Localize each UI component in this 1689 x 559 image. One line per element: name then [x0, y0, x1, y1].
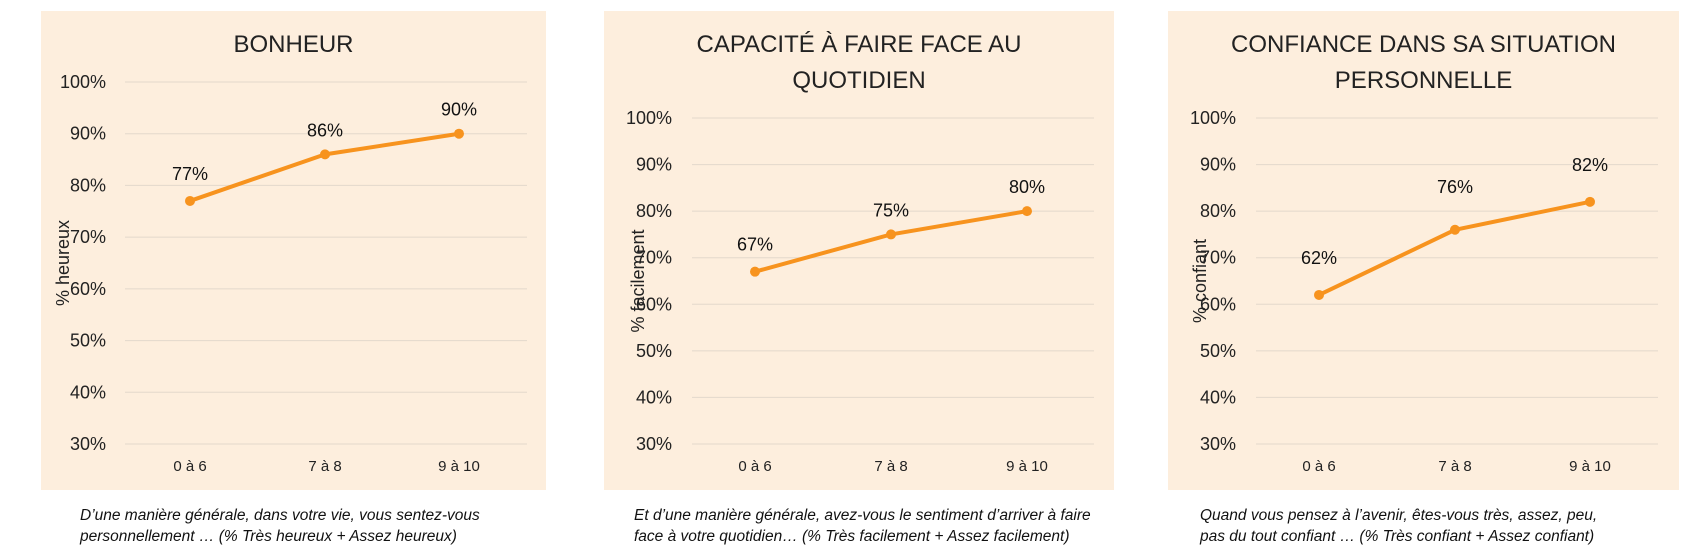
y-tick-label: 90% — [1200, 155, 1236, 175]
data-point — [750, 266, 760, 277]
chart-title-line: CAPACITÉ À FAIRE FACE AU — [696, 31, 1022, 58]
x-tick-label: 0 à 6 — [738, 458, 771, 475]
y-axis-label: % facilement — [628, 229, 648, 332]
x-tick-label: 7 à 8 — [874, 458, 907, 475]
data-label: 76% — [1437, 177, 1473, 197]
y-tick-label: 90% — [70, 124, 106, 144]
x-tick-label: 7 à 8 — [1438, 458, 1471, 475]
y-tick-label: 30% — [1200, 434, 1236, 454]
x-tick-label: 7 à 8 — [308, 458, 341, 475]
x-tick-label: 9 à 10 — [1569, 458, 1611, 475]
y-tick-label: 100% — [626, 108, 672, 128]
y-tick-label: 50% — [70, 331, 106, 351]
chart-title-line: CONFIANCE DANS SA SITUATION — [1231, 31, 1616, 58]
y-tick-label: 70% — [1200, 248, 1236, 268]
chart-caption: D’une manière générale, dans votre vie, … — [80, 505, 600, 547]
data-point — [1585, 196, 1595, 207]
data-point — [1450, 224, 1460, 235]
y-tick-label: 50% — [636, 341, 672, 361]
data-label: 77% — [172, 164, 208, 184]
data-label: 90% — [441, 100, 477, 120]
chart-title: CONFIANCE DANS SA SITUATION PERSONNELLE — [1168, 27, 1679, 99]
line-chart: 30% 40% 50% 60% 70% 80% 90% 100% % facilement 0 à… — [626, 108, 1094, 475]
line-chart: 30% 40% 50% 60% 70% 80% 90% 100% % confiant 0 à 6… — [1190, 108, 1658, 475]
series-line — [188, 131, 461, 203]
y-tick-label: 40% — [636, 387, 672, 407]
data-label: 82% — [1572, 155, 1608, 175]
data-point — [1314, 289, 1324, 300]
y-tick-label: 40% — [1200, 387, 1236, 407]
data-point — [185, 195, 195, 206]
x-tick-label: 0 à 6 — [173, 458, 206, 475]
y-tick-label: 80% — [1200, 201, 1236, 221]
chart-panel-confiance: CONFIANCE DANS SA SITUATION PERSONNELLE … — [1168, 11, 1679, 490]
data-point — [1022, 206, 1032, 217]
y-tick-label: 100% — [1190, 108, 1236, 128]
series-line — [1317, 199, 1592, 297]
caption-line: face à votre quotidien… (% Très facileme… — [634, 528, 1070, 545]
caption-line: personnellement … (% Très heureux + Asse… — [80, 528, 457, 545]
chart-panel-bonheur: BONHEUR 30% 40% 50% 60% 70% 80% 90% 100% % heure… — [41, 11, 546, 490]
data-point — [454, 128, 464, 139]
chart-title-line: BONHEUR — [233, 31, 354, 58]
line-chart: 30% 40% 50% 60% 70% 80% 90% 100% % heureux 0 à 6 7… — [53, 72, 527, 475]
data-point — [886, 229, 896, 240]
y-tick-label: 60% — [70, 279, 106, 299]
caption-line: Quand vous pensez à l’avenir, êtes-vous … — [1200, 507, 1598, 524]
chart-title: CAPACITÉ À FAIRE FACE AU QUOTIDIEN — [604, 27, 1114, 99]
data-label: 80% — [1009, 177, 1045, 197]
y-tick-label: 40% — [70, 382, 106, 402]
x-tick-label: 9 à 10 — [438, 458, 480, 475]
data-point — [320, 149, 330, 160]
data-label: 67% — [737, 235, 773, 255]
caption-line: D’une manière générale, dans votre vie, … — [80, 507, 480, 524]
y-tick-label: 30% — [636, 434, 672, 454]
y-tick-label: 50% — [1200, 341, 1236, 361]
chart-title-line: QUOTIDIEN — [792, 67, 926, 94]
y-tick-label: 60% — [636, 294, 672, 314]
data-label: 62% — [1301, 248, 1337, 268]
data-label: 75% — [873, 200, 909, 220]
y-tick-label: 100% — [60, 72, 106, 92]
y-axis-label: % confiant — [1190, 239, 1210, 323]
y-tick-label: 80% — [636, 201, 672, 221]
x-tick-label: 9 à 10 — [1006, 458, 1048, 475]
y-tick-label: 90% — [636, 155, 672, 175]
x-tick-label: 0 à 6 — [1302, 458, 1335, 475]
caption-line: Et d’une manière générale, avez-vous le … — [634, 507, 1091, 524]
caption-line: pas du tout confiant … (% Très confiant … — [1200, 528, 1595, 545]
y-tick-label: 70% — [636, 248, 672, 268]
y-tick-label: 70% — [70, 227, 106, 247]
y-axis-label: % heureux — [53, 220, 73, 306]
y-tick-label: 80% — [70, 175, 106, 195]
chart-panel-capacite: CAPACITÉ À FAIRE FACE AU QUOTIDIEN 30% 40… — [604, 11, 1114, 490]
chart-caption: Et d’une manière générale, avez-vous le … — [634, 505, 1154, 547]
chart-title: BONHEUR — [41, 27, 546, 63]
y-tick-label: 60% — [1200, 294, 1236, 314]
y-tick-label: 30% — [70, 434, 106, 454]
chart-title-line: PERSONNELLE — [1334, 67, 1513, 94]
chart-caption: Quand vous pensez à l’avenir, êtes-vous … — [1200, 505, 1689, 547]
data-label: 86% — [307, 120, 343, 140]
